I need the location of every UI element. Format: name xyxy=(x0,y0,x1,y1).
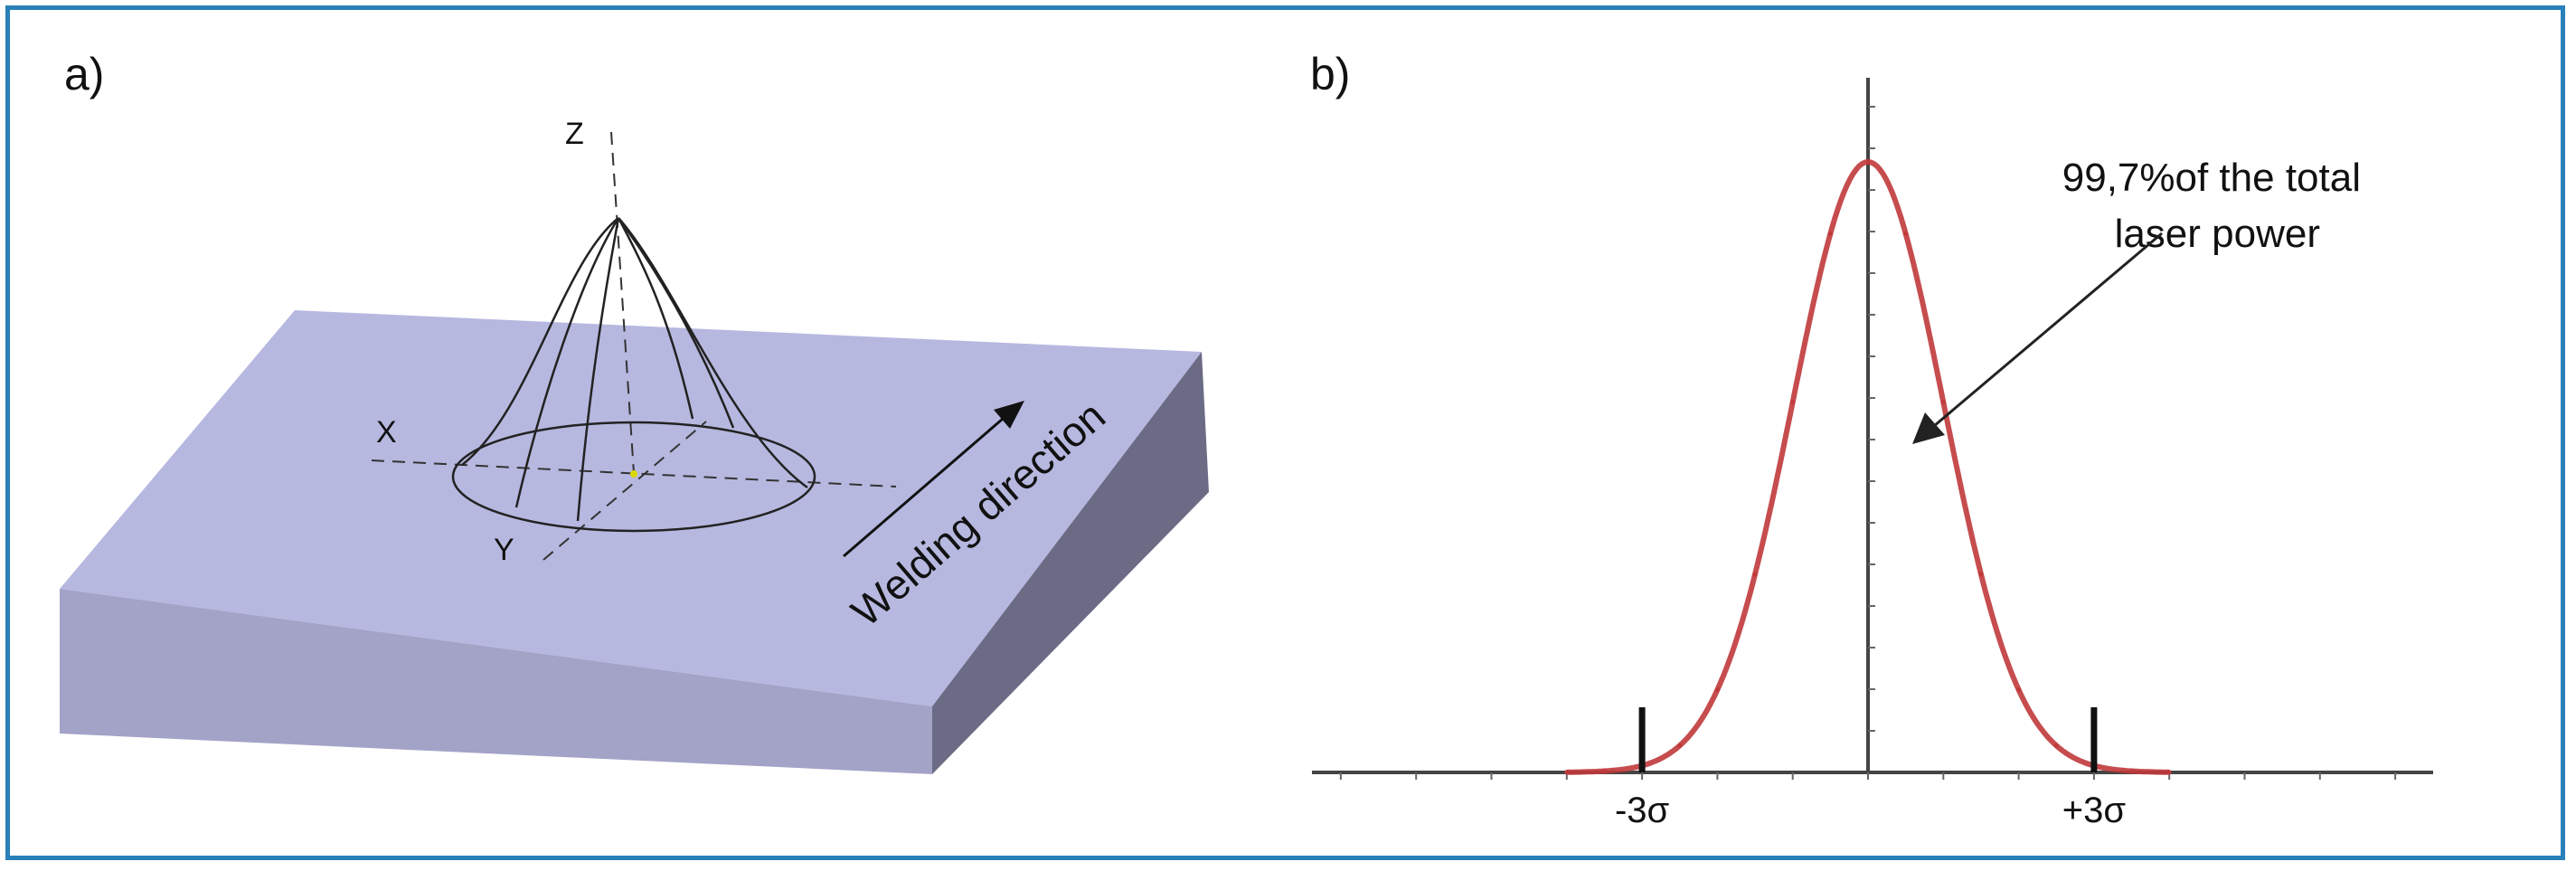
heat-source-base-ellipse xyxy=(451,421,816,533)
z-axis-label: Z xyxy=(565,117,584,151)
plate-front-face xyxy=(60,589,932,774)
annotation-arrow xyxy=(1912,232,2163,444)
panel-b: b) -3σ +3σ 99,7%of the total laser power xyxy=(1310,49,2433,830)
curve-point xyxy=(2016,687,2022,693)
curve-point xyxy=(1790,400,1796,405)
heat-source-center-dot xyxy=(630,470,637,478)
curve-point xyxy=(1827,231,1833,236)
curve-point xyxy=(2129,769,2135,774)
bell-generatrix-4 xyxy=(617,217,735,429)
figure-canvas: a) X Y Z xyxy=(60,49,2433,830)
panel-a-label: a) xyxy=(64,49,104,99)
sigma-markers xyxy=(1638,707,2098,772)
curve-point xyxy=(1903,231,1909,236)
welding-direction-arrow xyxy=(843,401,1024,558)
curve-point xyxy=(1752,572,1758,577)
chart-x-ticks xyxy=(1339,772,2397,780)
curve-point xyxy=(1978,572,1984,577)
panel-b-label: b) xyxy=(1310,49,1350,99)
curve-point xyxy=(1714,687,1720,693)
curve-point xyxy=(1564,770,1570,775)
bell-generatrix-2 xyxy=(617,217,694,420)
panel-a: a) X Y Z xyxy=(60,49,1209,774)
chart-y-ticks xyxy=(1868,106,1875,732)
plate-right-face xyxy=(932,352,1209,774)
bell-generatrix-1 xyxy=(576,217,620,522)
bell-profile-right xyxy=(618,217,808,489)
bell-profile-left xyxy=(461,217,619,466)
x-axis-label: X xyxy=(376,415,397,450)
annotation-line-2: laser power xyxy=(2115,212,2320,256)
curve-point xyxy=(1677,743,1683,748)
figure-frame: a) X Y Z xyxy=(5,5,2565,860)
y-axis-label: Y xyxy=(494,533,514,567)
curve-point xyxy=(2053,743,2059,748)
gaussian-heat-source xyxy=(451,217,816,533)
plus-3-sigma-label: +3σ xyxy=(2062,791,2127,830)
metal-plate xyxy=(60,310,1209,774)
minus-3-sigma-label: -3σ xyxy=(1615,791,1670,830)
x-axis-line xyxy=(371,459,897,488)
plate-top-face xyxy=(60,310,1202,706)
coordinate-axes xyxy=(371,131,897,561)
bell-generatrix-3 xyxy=(514,217,620,508)
y-axis-line xyxy=(543,421,707,561)
curve-point xyxy=(2166,770,2172,775)
curve-point xyxy=(1601,769,1607,774)
z-axis-line xyxy=(610,131,635,474)
curve-point xyxy=(1865,159,1871,165)
annotation-line-1: 99,7%of the total xyxy=(2062,156,2361,200)
curve-point xyxy=(1940,400,1946,405)
